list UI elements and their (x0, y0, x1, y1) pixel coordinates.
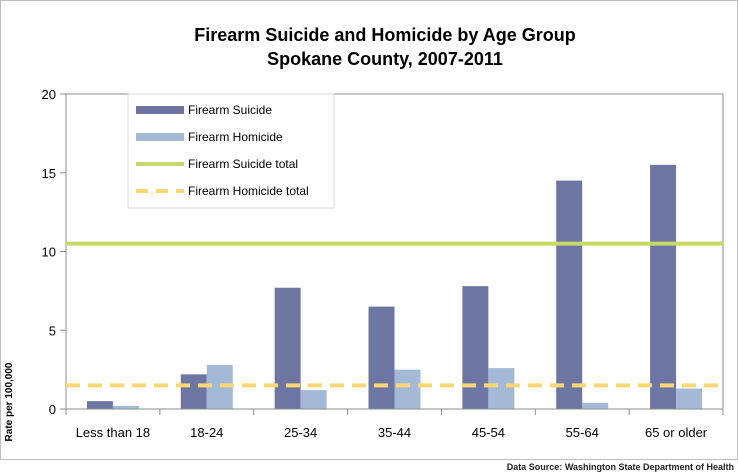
bar-firearm-homicide (394, 369, 421, 409)
y-tick-label: 0 (49, 402, 56, 417)
chart: Firearm Suicide and Homicide by Age Grou… (4, 25, 724, 441)
x-category-label: Less than 18 (76, 425, 150, 440)
y-tick-label: 20 (42, 87, 56, 102)
y-axis-label: Rate per 100,000 (4, 362, 15, 441)
bar-firearm-suicide (180, 374, 207, 409)
reference-lines (66, 241, 723, 388)
bar-firearm-suicide (556, 180, 583, 409)
bar-firearm-suicide (650, 164, 677, 409)
legend-label-firearm-homicide-total: Firearm Homicide total (188, 184, 309, 198)
legend-label-firearm-homicide: Firearm Homicide (188, 130, 283, 144)
y-tick-label: 10 (42, 245, 56, 260)
legend-swatch-firearm-homicide (136, 133, 184, 141)
bars (86, 164, 703, 409)
bar-firearm-homicide (676, 388, 703, 409)
bar-firearm-suicide (274, 287, 301, 409)
legend-label-firearm-suicide-total: Firearm Suicide total (188, 157, 298, 171)
data-source-note: Data Source: Washington State Department… (506, 462, 734, 472)
x-category-label: 45-54 (472, 425, 505, 440)
x-category-label: 35-44 (378, 425, 411, 440)
chart-title-line2: Spokane County, 2007-2011 (267, 49, 503, 69)
legend-label-firearm-suicide: Firearm Suicide (188, 103, 272, 117)
legend: Firearm Suicide Firearm Homicide Firearm S… (127, 93, 335, 209)
bar-firearm-suicide (86, 401, 113, 409)
bar-firearm-homicide (488, 368, 515, 409)
x-category-label: 55-64 (566, 425, 599, 440)
chart-title-line1: Firearm Suicide and Homicide by Age Grou… (194, 25, 575, 45)
bar-firearm-homicide (112, 405, 139, 409)
y-tick-label: 15 (42, 166, 56, 181)
y-tick-label: 5 (49, 323, 56, 338)
legend-swatch-firearm-suicide (136, 106, 184, 114)
x-category-label: 65 or older (645, 425, 708, 440)
x-category-label: 25-34 (284, 425, 317, 440)
x-category-label: 18-24 (190, 425, 223, 440)
bar-firearm-suicide (368, 306, 395, 409)
x-axis: Less than 18 18-24 25-34 35-44 45-54 55-64 65 … (65, 408, 724, 440)
bar-firearm-homicide (300, 390, 327, 409)
bar-firearm-suicide (462, 286, 489, 409)
bar-firearm-homicide (582, 402, 609, 409)
y-axis: 0 5 10 15 20 (42, 87, 66, 417)
